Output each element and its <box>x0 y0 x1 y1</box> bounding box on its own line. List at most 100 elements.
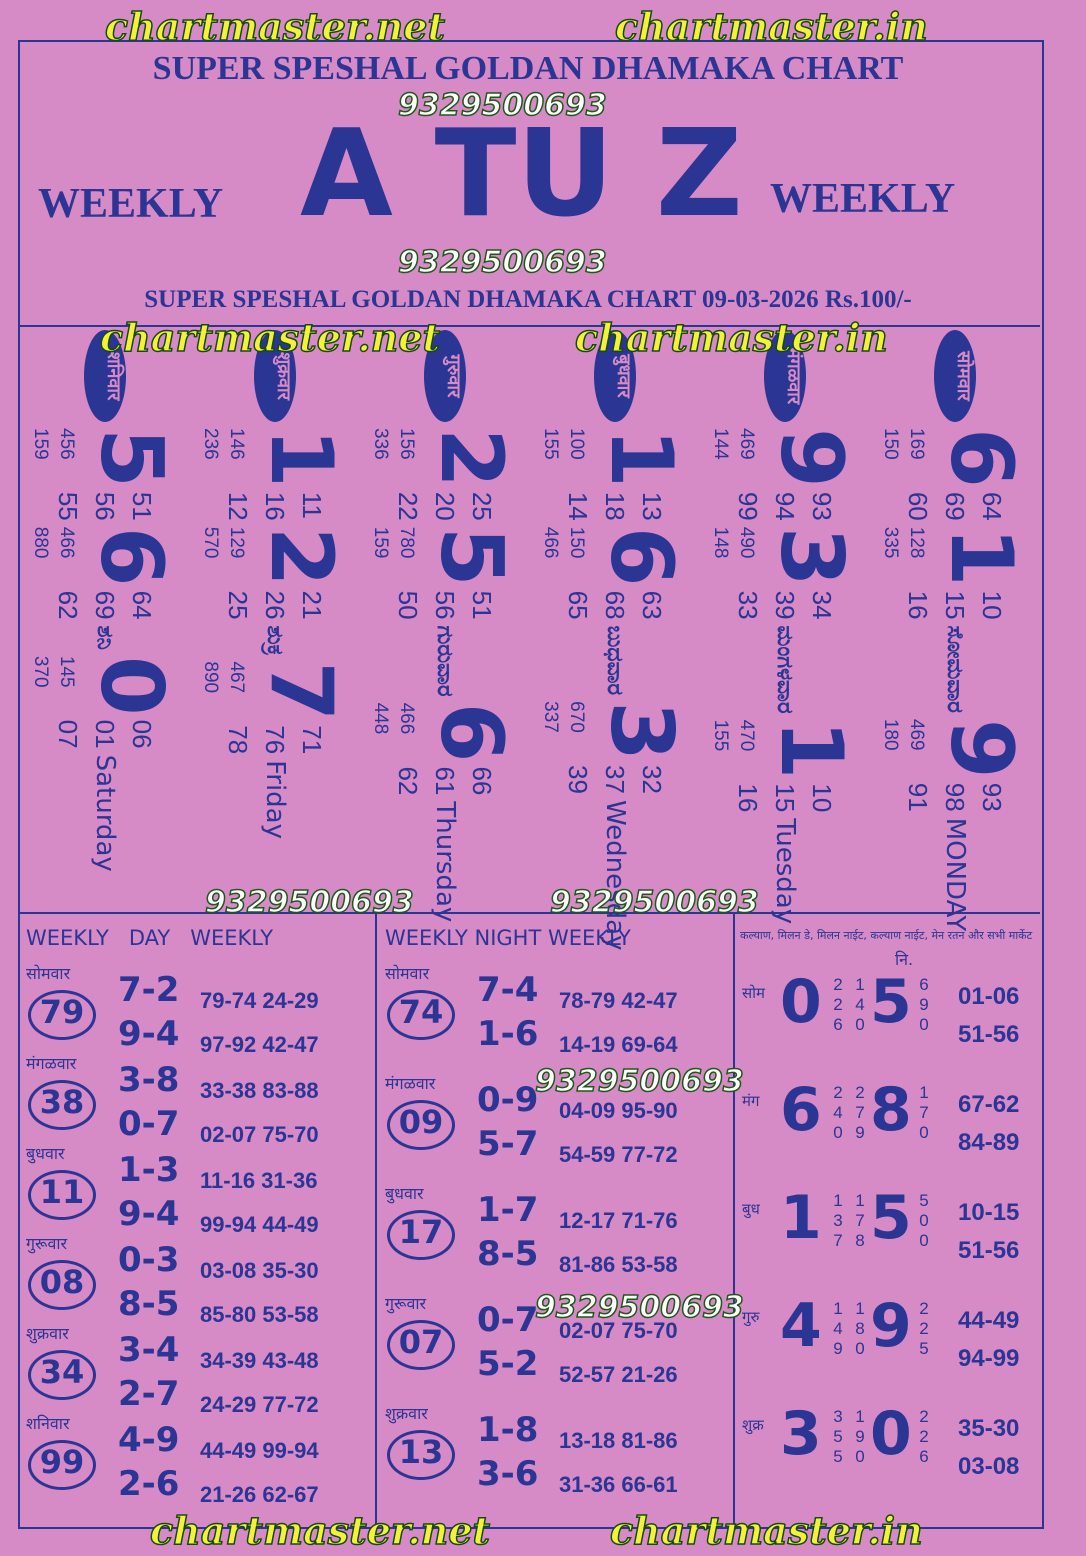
digit-panels: 1 128 335 <box>879 527 1031 587</box>
jodi: 11 <box>297 491 328 519</box>
watermark-site: chartmaster.net <box>99 314 441 361</box>
jodi: 69 <box>940 491 971 521</box>
panel: 670 <box>566 701 587 733</box>
big-digit: 9 <box>931 718 1031 779</box>
jodi: 16 <box>733 783 764 813</box>
result-block: 9 469 144 93 94 99 <box>709 428 861 521</box>
jodi: 68 <box>600 590 631 620</box>
jodi: 62 <box>53 590 84 620</box>
day-english: MONDAY <box>940 817 970 932</box>
jodi-line: 81-86 53-58 <box>559 1252 678 1277</box>
big-digit: 1 <box>591 428 691 488</box>
jodis: 10 15 16 <box>733 783 838 812</box>
result-block: 2 156 336 25 20 22 <box>369 428 521 521</box>
watermark-site: chartmaster.net <box>104 3 446 50</box>
pair: 2-6 <box>118 1464 180 1504</box>
header-line: SUPER SPESHAL GOLDAN DHAMAKA CHART <box>152 50 904 87</box>
jodi-line: 97-92 42-47 <box>200 1032 319 1057</box>
pair: 5-7 <box>477 1124 539 1164</box>
jodi-line: 13-18 81-86 <box>559 1428 678 1453</box>
result-block: 5 456 159 51 56 55 <box>29 428 181 521</box>
digit-panels: 9 469 180 <box>879 719 1031 779</box>
jodi: 55 <box>53 491 84 521</box>
jodis: 25 20 22 <box>393 492 498 521</box>
day-oval: सोमवार <box>934 330 976 422</box>
jodi: 84-89 <box>958 1129 1020 1156</box>
panel: 150 <box>566 526 587 559</box>
panel: 470 <box>736 719 757 752</box>
open-digit: 4 <box>780 1291 822 1361</box>
weekly-chart: सोमवार 6 169 150 64 69 60 1 128 335 10 15 16 ಸೋಮವಾರ 9 4… <box>18 330 1040 950</box>
digit-panels: 0 145 370 <box>29 656 181 716</box>
digit-panels: 1 146 236 <box>199 428 351 488</box>
jodis: 32 37 39 <box>563 765 668 794</box>
panel: 180 <box>880 718 901 751</box>
big-digit: 0 <box>81 655 181 716</box>
day-label: सोम <box>742 984 765 1002</box>
day-kannada: ಸೋಮವಾರ <box>942 625 968 713</box>
jodi-line: 33-38 83-88 <box>200 1078 319 1103</box>
day-kannada: ಶನಿ <box>92 625 118 650</box>
day-kannada: ಮಂಗಳವಾರ <box>772 625 798 714</box>
day-english: Thursday <box>430 801 460 923</box>
jodis: 64 69 62 <box>53 591 158 620</box>
big-digit: 6 <box>591 526 691 587</box>
result-block: 3 670 337 32 37 39 <box>539 701 691 794</box>
panel: 469 <box>906 718 927 751</box>
day-number: 17 <box>387 1210 455 1260</box>
jodi: 25 <box>223 590 254 620</box>
table-title: WEEKLY DAY WEEKLY <box>26 926 274 950</box>
jodi: 18 <box>600 491 631 521</box>
result-block: 0 145 370 06 01 07 <box>29 656 181 749</box>
digit-panels: 5 456 159 <box>29 428 181 488</box>
jodi-line: 21-26 62-67 <box>200 1482 319 1507</box>
jodis: 13 18 14 <box>563 492 668 521</box>
panel: 140 <box>855 975 865 1034</box>
panel: 146 <box>226 428 247 460</box>
jodi: 64 <box>127 590 158 620</box>
pair: 7-2 <box>118 970 180 1010</box>
day-label: सोमवार <box>26 964 71 983</box>
open-digit: 1 <box>780 1183 822 1253</box>
day-number: 74 <box>387 990 455 1040</box>
jodi: 78 <box>223 725 254 755</box>
panel: 469 <box>736 428 757 460</box>
digit-panels: 7 467 890 <box>199 661 351 721</box>
jodi: 50 <box>393 590 424 620</box>
weekly-label: WEEKLY <box>770 176 956 222</box>
day-row: सोमवार 6 169 150 64 69 60 1 128 335 10 15 16 ಸೋಮವಾರ 9 4… <box>870 330 1040 931</box>
pair: 8-5 <box>477 1234 539 1274</box>
jodi-line: 54-59 77-72 <box>559 1142 678 1167</box>
panel: 129 <box>226 526 247 559</box>
jodi: 56 <box>430 590 461 620</box>
jodis: 93 94 99 <box>733 492 838 521</box>
jodi-line: 11-16 31-36 <box>200 1168 318 1193</box>
day-kannada: ಶುಕ್ರ <box>262 625 288 656</box>
pair: 3-8 <box>118 1060 180 1100</box>
day-english: Tuesday <box>770 818 800 925</box>
panel: 226 <box>833 975 843 1034</box>
jodi: 98 <box>940 782 971 812</box>
big-digit: 2 <box>421 428 521 488</box>
divider <box>18 912 1040 914</box>
result-block: 5 780 159 51 56 50 <box>369 527 521 620</box>
day-label: गुरु <box>742 1308 760 1326</box>
header-line: SUPER SPESHAL GOLDAN DHAMAKA CHART 09-03… <box>144 286 912 313</box>
panel: 137 <box>833 1191 843 1250</box>
pair: 5-2 <box>477 1344 539 1384</box>
pair: 3-4 <box>118 1330 180 1370</box>
jodi: 10 <box>807 783 838 813</box>
pair: 0-7 <box>477 1300 539 1340</box>
digit-panels: 6 466 448 <box>369 703 521 763</box>
panel: 148 <box>710 526 731 559</box>
day-number: 09 <box>387 1100 455 1150</box>
result-block: 6 169 150 64 69 60 <box>879 428 1031 521</box>
jodi: 10 <box>977 590 1008 620</box>
pair: 2-7 <box>118 1374 180 1414</box>
panel: 159 <box>30 428 51 460</box>
panel: 337 <box>540 701 561 733</box>
result-block: 6 466 448 66 61 62 <box>369 703 521 796</box>
panel: 279 <box>855 1083 865 1142</box>
outer-frame <box>18 40 1044 1529</box>
jodi-line: 44-49 99-94 <box>200 1438 319 1463</box>
